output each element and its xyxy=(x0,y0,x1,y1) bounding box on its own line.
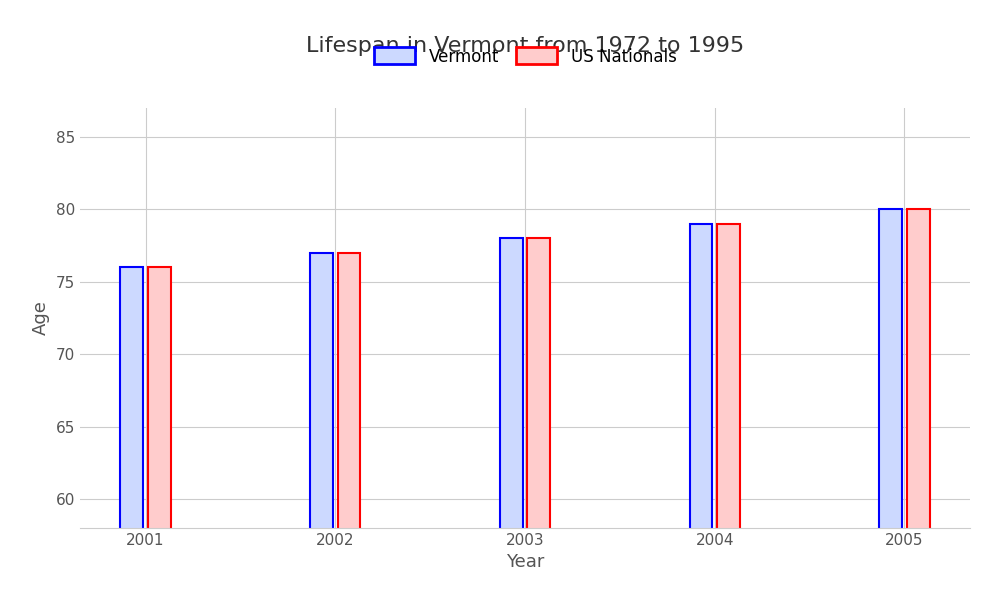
Bar xyxy=(717,224,740,600)
Y-axis label: Age: Age xyxy=(32,301,50,335)
Bar xyxy=(879,209,902,600)
Title: Lifespan in Vermont from 1972 to 1995: Lifespan in Vermont from 1972 to 1995 xyxy=(306,37,744,56)
Bar xyxy=(907,209,930,600)
Bar xyxy=(120,268,143,600)
X-axis label: Year: Year xyxy=(506,553,544,571)
Bar xyxy=(527,238,550,600)
Bar xyxy=(690,224,712,600)
Bar xyxy=(310,253,333,600)
Legend: Vermont, US Nationals: Vermont, US Nationals xyxy=(367,41,683,72)
Bar xyxy=(500,238,523,600)
Bar xyxy=(148,268,171,600)
Bar xyxy=(338,253,360,600)
